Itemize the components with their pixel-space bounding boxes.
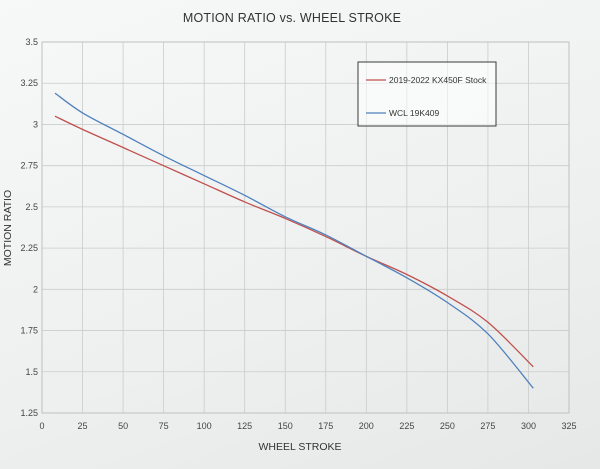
x-tick-label: 125 (237, 421, 252, 431)
x-axis: 0 25 50 75 100 125 150 175 200 225 250 275 300 325 (39, 421, 576, 431)
plot-area (41, 41, 570, 414)
legend-box (357, 61, 497, 127)
y-tick-label: 3.25 (20, 78, 38, 88)
series-line-wcl (54, 92, 534, 389)
x-tick-label: 250 (440, 421, 455, 431)
y-tick-label: 2.25 (20, 243, 38, 253)
y-tick-label: 2.5 (25, 202, 38, 212)
x-tick-label: 225 (399, 421, 414, 431)
x-tick-label: 300 (521, 421, 536, 431)
legend: 2019-2022 KX450F Stock WCL 19K409 (357, 61, 497, 127)
x-tick-label: 275 (480, 421, 495, 431)
legend-label-kx450f: 2019-2022 KX450F Stock (389, 75, 487, 85)
legend-label-wcl: WCL 19K409 (389, 108, 440, 118)
y-tick-label: 1.5 (25, 367, 38, 377)
x-tick-label: 0 (39, 421, 44, 431)
x-tick-label: 25 (78, 421, 88, 431)
chart-title: MOTION RATIO vs. WHEEL STROKE (183, 11, 401, 25)
x-tick-label: 100 (197, 421, 212, 431)
y-tick-label: 3 (33, 119, 38, 129)
y-tick-label: 3.5 (25, 37, 38, 47)
x-tick-label: 150 (278, 421, 293, 431)
x-tick-label: 325 (561, 421, 576, 431)
x-tick-label: 75 (159, 421, 169, 431)
y-tick-label: 2 (33, 284, 38, 294)
x-axis-title: WHEEL STROKE (258, 441, 341, 453)
x-tick-label: 200 (359, 421, 374, 431)
x-tick-label: 50 (118, 421, 128, 431)
series-line-kx450f (54, 115, 534, 368)
y-axis: 1.25 1.5 1.75 2 2.25 2.5 2.75 3 3.25 3.5 (20, 37, 38, 418)
y-tick-label: 1.75 (20, 326, 38, 336)
y-axis-title: MOTION RATIO (2, 190, 14, 266)
series-layer (54, 92, 534, 389)
y-tick-label: 2.75 (20, 161, 38, 171)
x-tick-label: 175 (318, 421, 333, 431)
y-tick-label: 1.25 (20, 408, 38, 418)
